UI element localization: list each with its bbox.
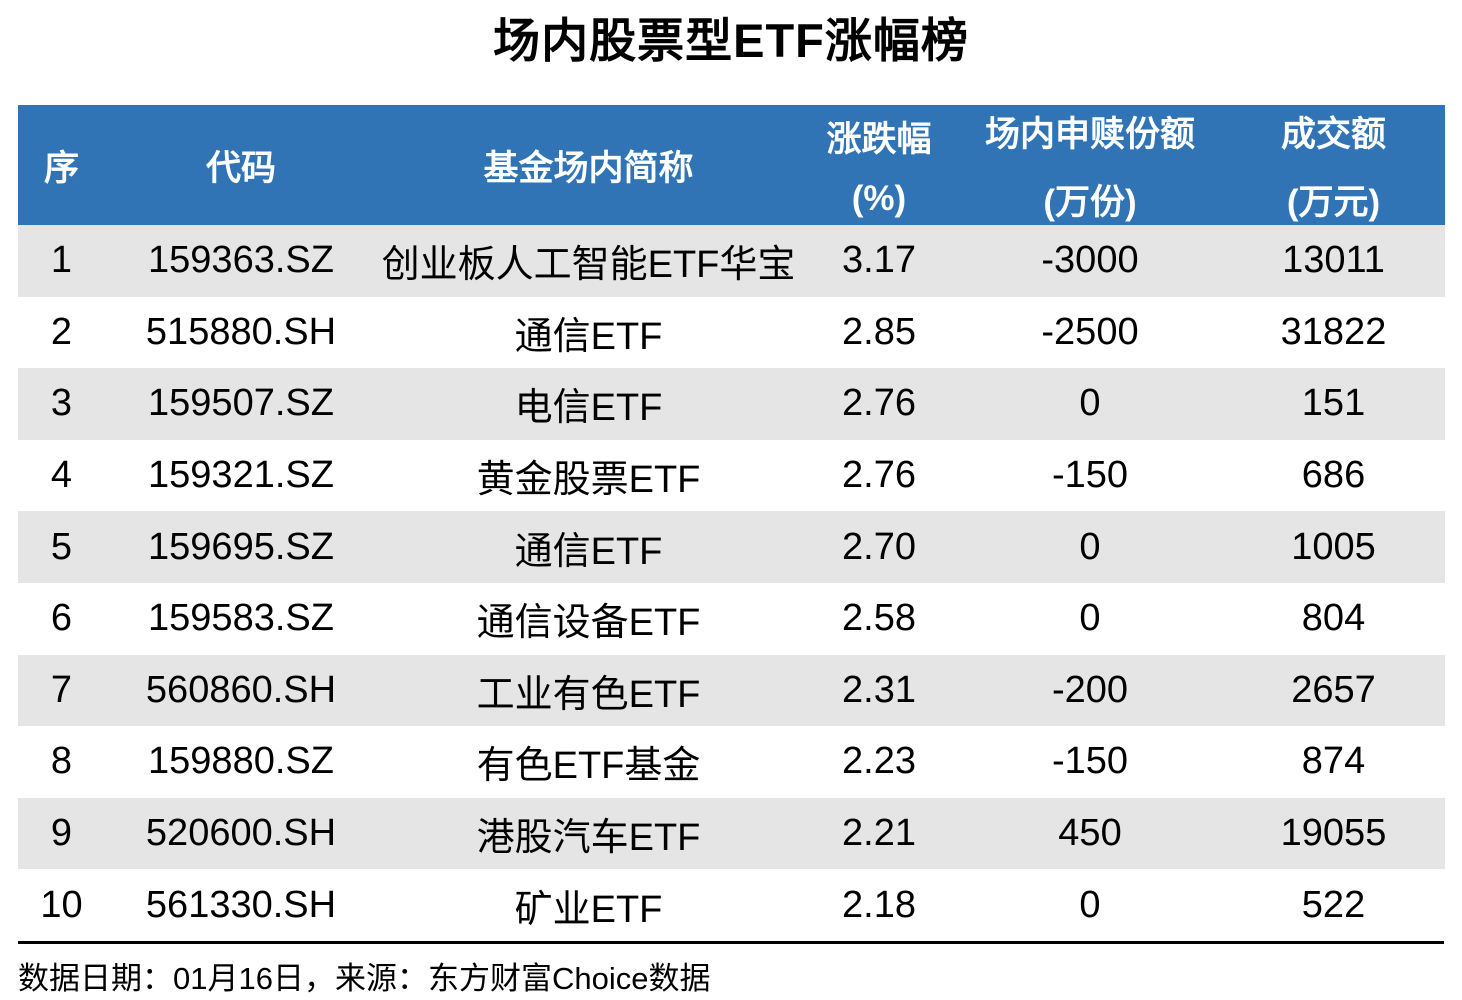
cell-shares: 0 [1079, 382, 1101, 425]
cell-turnover: 13011 [1282, 239, 1385, 282]
table-row: 10 561330.SH 矿业ETF 2.18 0 522 [18, 869, 1445, 941]
cell-index: 5 [50, 525, 73, 568]
cell-fund-name: 矿业ETF [514, 888, 663, 931]
cell-code: 560860.SH [145, 668, 337, 711]
cell-change: 2.21 [842, 812, 916, 855]
table-header-row: 序 代码 基金场内简称 涨跌幅 (%) 场内申赎份额 (万份) [18, 105, 1445, 225]
data-source-note: 数据日期：01月16日，来源：东方财富Choice数据 [18, 941, 1444, 998]
cell-change: 2.23 [842, 740, 916, 783]
table-row: 9 520600.SH 港股汽车ETF 2.21 450 19055 [18, 797, 1445, 870]
cell-code: 159695.SZ [148, 525, 334, 568]
cell-shares: -2500 [1041, 310, 1139, 353]
cell-turnover: 686 [1301, 454, 1366, 497]
cell-code: 159507.SZ [148, 382, 334, 425]
col-header-change: 涨跌幅 (%) [800, 105, 958, 225]
cell-change: 2.70 [842, 525, 916, 568]
cell-index: 6 [50, 597, 73, 640]
cell-shares: 0 [1079, 525, 1101, 568]
cell-index: 8 [50, 740, 73, 783]
col-header-turnover: 成交额 (万元) [1222, 105, 1445, 225]
cell-code: 159880.SZ [148, 740, 334, 783]
cell-code: 159583.SZ [148, 597, 334, 640]
cell-fund-name: 港股汽车ETF [476, 817, 701, 860]
cell-index: 7 [50, 668, 73, 711]
cell-shares: 450 [1058, 812, 1122, 855]
cell-fund-name: 通信设备ETF [476, 602, 701, 645]
table-row: 7 560860.SH 工业有色ETF 2.31 -200 2657 [18, 654, 1445, 727]
table-row: 4 159321.SZ 黄金股票ETF 2.76 -150 686 [18, 439, 1445, 512]
col-header-index-label: 序 [43, 148, 79, 188]
cell-fund-name: 有色ETF基金 [476, 745, 701, 788]
cell-fund-name: 黄金股票ETF [476, 459, 701, 502]
table-row: 2 515880.SH 通信ETF 2.85 -2500 31822 [18, 296, 1445, 369]
cell-fund-name: 工业有色ETF [476, 673, 701, 716]
col-header-change-unit: (%) [851, 179, 907, 218]
cell-turnover: 2657 [1291, 668, 1376, 711]
cell-turnover: 804 [1301, 597, 1366, 640]
cell-turnover: 1005 [1291, 525, 1376, 568]
cell-shares: -3000 [1041, 239, 1139, 282]
cell-change: 2.58 [842, 597, 916, 640]
cell-change: 2.31 [842, 668, 916, 711]
cell-index: 10 [40, 883, 83, 926]
cell-fund-name: 创业板人工智能ETF华宝 [381, 244, 796, 287]
cell-index: 2 [50, 310, 73, 353]
cell-code: 520600.SH [145, 812, 337, 855]
cell-shares: -150 [1051, 454, 1129, 497]
col-header-code: 代码 [105, 105, 377, 225]
etf-ranking-table: 序 代码 基金场内简称 涨跌幅 (%) 场内申赎份额 (万份) [18, 105, 1445, 941]
cell-change: 3.17 [842, 239, 916, 282]
table-row: 3 159507.SZ 电信ETF 2.76 0 151 [18, 368, 1445, 440]
cell-code: 159363.SZ [148, 239, 334, 282]
cell-fund-name: 通信ETF [514, 530, 663, 573]
col-header-code-label: 代码 [205, 148, 276, 188]
cell-shares: 0 [1079, 597, 1101, 640]
col-header-name: 基金场内简称 [377, 105, 800, 225]
cell-change: 2.18 [842, 883, 916, 926]
cell-index: 1 [50, 239, 73, 282]
col-header-shares-label: 场内申赎份额 [984, 114, 1195, 154]
col-header-turnover-label: 成交额 [1280, 114, 1386, 154]
cell-shares: -200 [1051, 668, 1129, 711]
table-row: 5 159695.SZ 通信ETF 2.70 0 1005 [18, 511, 1445, 583]
col-header-turnover-unit: (万元) [1286, 182, 1381, 222]
cell-code: 515880.SH [145, 310, 337, 353]
page-title: 场内股票型ETF涨幅榜 [493, 14, 969, 67]
cell-shares: -150 [1051, 740, 1129, 783]
col-header-name-label: 基金场内简称 [483, 148, 694, 188]
cell-change: 2.76 [842, 454, 916, 497]
col-header-shares: 场内申赎份额 (万份) [958, 105, 1222, 225]
cell-change: 2.76 [842, 382, 916, 425]
cell-shares: 0 [1079, 883, 1101, 926]
cell-change: 2.85 [842, 310, 916, 353]
cell-turnover: 151 [1301, 382, 1366, 425]
col-header-shares-unit: (万份) [1043, 182, 1137, 222]
cell-index: 4 [50, 454, 73, 497]
cell-index: 3 [50, 382, 73, 425]
cell-index: 9 [50, 812, 73, 855]
cell-turnover: 19055 [1280, 812, 1387, 855]
cell-code: 159321.SZ [148, 454, 334, 497]
table-row: 6 159583.SZ 通信设备ETF 2.58 0 804 [18, 582, 1445, 655]
table-row: 8 159880.SZ 有色ETF基金 2.23 -150 874 [18, 726, 1445, 798]
table-row: 1 159363.SZ 创业板人工智能ETF华宝 3.17 -3000 1301… [18, 225, 1445, 297]
col-header-index: 序 [18, 105, 105, 225]
cell-code: 561330.SH [145, 883, 337, 926]
cell-turnover: 522 [1301, 883, 1366, 926]
cell-fund-name: 通信ETF [514, 315, 663, 358]
cell-fund-name: 电信ETF [514, 387, 663, 430]
cell-turnover: 874 [1301, 740, 1366, 783]
cell-turnover: 31822 [1280, 310, 1387, 353]
col-header-change-label: 涨跌幅 [826, 120, 932, 159]
